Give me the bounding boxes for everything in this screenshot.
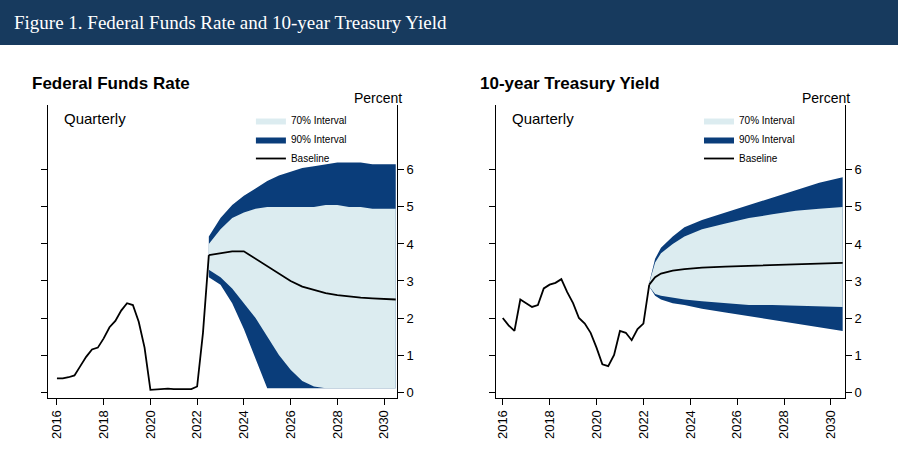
svg-text:90% Interval: 90% Interval: [291, 134, 347, 145]
svg-text:3: 3: [407, 274, 414, 289]
svg-text:2018: 2018: [542, 410, 557, 439]
html-text:Figure 1. Federal Funds Rate a: Figure 1. Federal Funds Rate and 10-year…: [14, 12, 447, 33]
svg-text:1: 1: [407, 348, 414, 363]
svg-text:2024: 2024: [236, 410, 251, 439]
svg-text:2030: 2030: [823, 410, 838, 439]
svg-text:2: 2: [855, 311, 862, 326]
svg-text:10-year Treasury Yield: 10-year Treasury Yield: [480, 74, 660, 93]
svg-text:Baseline: Baseline: [291, 153, 330, 164]
svg-text:2020: 2020: [143, 410, 158, 439]
svg-text:0: 0: [407, 385, 414, 400]
svg-text:2018: 2018: [96, 410, 111, 439]
svg-text:1: 1: [855, 348, 862, 363]
svg-text:2024: 2024: [683, 410, 698, 439]
svg-text:6: 6: [407, 162, 414, 177]
svg-text:Percent: Percent: [802, 90, 850, 106]
svg-text:2: 2: [407, 311, 414, 326]
svg-text:5: 5: [407, 199, 414, 214]
svg-text:Percent: Percent: [354, 90, 402, 106]
svg-text:2020: 2020: [589, 410, 604, 439]
svg-text:2016: 2016: [49, 410, 64, 439]
svg-text:4: 4: [407, 237, 414, 252]
svg-text:2030: 2030: [376, 410, 391, 439]
svg-text:6: 6: [855, 162, 862, 177]
svg-text:2022: 2022: [189, 410, 204, 439]
svg-text:90% Interval: 90% Interval: [739, 134, 795, 145]
svg-text:Baseline: Baseline: [739, 153, 778, 164]
svg-text:2022: 2022: [636, 410, 651, 439]
svg-text:2016: 2016: [495, 410, 510, 439]
svg-text:2028: 2028: [776, 410, 791, 439]
svg-text:3: 3: [855, 274, 862, 289]
svg-text:Federal Funds Rate: Federal Funds Rate: [32, 74, 190, 93]
svg-text:70% Interval: 70% Interval: [291, 115, 347, 126]
svg-text:5: 5: [855, 199, 862, 214]
svg-text:Quarterly: Quarterly: [64, 110, 126, 127]
svg-text:2026: 2026: [283, 410, 298, 439]
svg-text:4: 4: [855, 237, 862, 252]
svg-text:Quarterly: Quarterly: [512, 110, 574, 127]
svg-text:2028: 2028: [330, 410, 345, 439]
svg-text:70% Interval: 70% Interval: [739, 115, 795, 126]
svg-text:0: 0: [855, 385, 862, 400]
svg-text:2026: 2026: [729, 410, 744, 439]
